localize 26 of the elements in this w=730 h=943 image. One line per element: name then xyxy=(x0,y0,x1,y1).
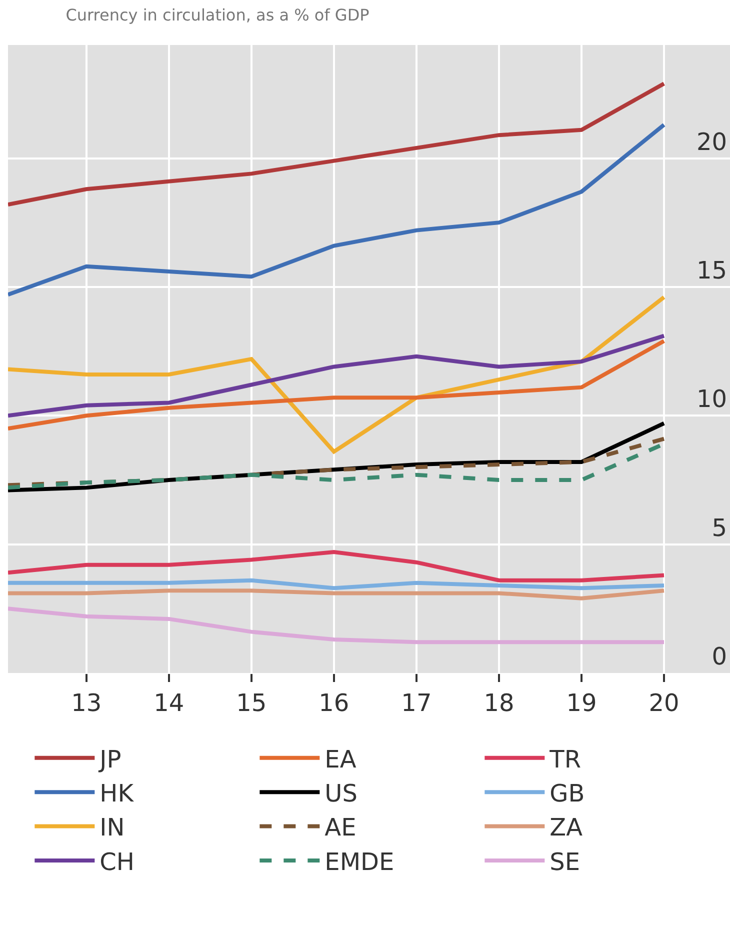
x-tick-label: 14 xyxy=(154,688,184,717)
legend-label: CH xyxy=(100,848,134,876)
x-tick-label: 18 xyxy=(484,688,514,717)
x-tick-label: 19 xyxy=(566,688,597,717)
y-tick-label: 20 xyxy=(696,128,727,156)
x-tick-label: 15 xyxy=(236,688,267,717)
y-tick-label: 10 xyxy=(696,385,727,414)
legend-label: AE xyxy=(324,814,356,842)
x-tick-label: 20 xyxy=(648,688,680,717)
x-tick-label: 17 xyxy=(401,688,432,717)
legend-label: EA xyxy=(324,745,357,774)
legend-label: GB xyxy=(550,779,585,808)
legend-label: TR xyxy=(548,745,582,774)
legend-label: US xyxy=(324,779,358,808)
legend-label: EMDE xyxy=(324,848,394,876)
y-tick-label: 15 xyxy=(696,256,727,285)
y-tick-label: 0 xyxy=(712,642,727,671)
legend-label: JP xyxy=(98,745,122,774)
legend-label: SE xyxy=(550,848,580,876)
legend-label: IN xyxy=(100,814,125,842)
x-tick-label: 13 xyxy=(71,688,102,717)
legend-label: HK xyxy=(100,779,135,808)
x-tick-label: 16 xyxy=(318,688,350,717)
y-tick-label: 5 xyxy=(712,514,727,542)
chart-title: Currency in circulation, as a % of GDP xyxy=(66,6,370,25)
legend-label: ZA xyxy=(550,814,584,842)
